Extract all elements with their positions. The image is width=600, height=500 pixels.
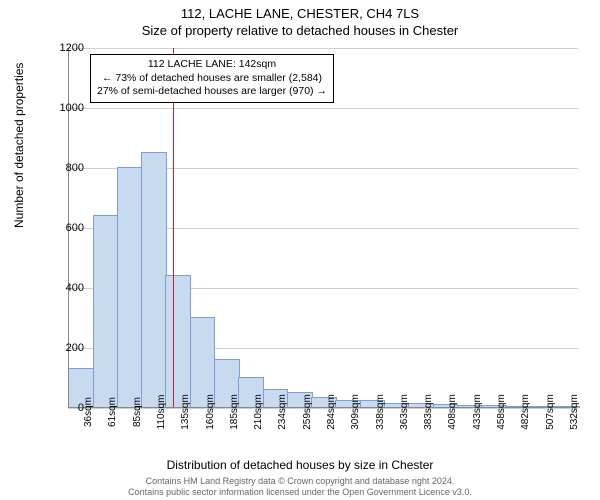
- x-tick-label: 338sqm: [375, 394, 386, 430]
- y-tick-label: 400: [44, 282, 84, 294]
- x-tick-label: 85sqm: [132, 397, 143, 427]
- x-tick-label: 363sqm: [399, 394, 410, 430]
- x-tick-label: 36sqm: [83, 397, 94, 427]
- x-tick-label: 383sqm: [423, 394, 434, 430]
- annotation-line2: ← 73% of detached houses are smaller (2,…: [97, 72, 327, 86]
- x-tick-label: 210sqm: [253, 394, 264, 430]
- x-tick-label: 185sqm: [229, 394, 240, 430]
- annotation-box: 112 LACHE LANE: 142sqm ← 73% of detached…: [90, 54, 334, 103]
- footer-line1: Contains HM Land Registry data © Crown c…: [0, 476, 600, 487]
- x-tick-label: 284sqm: [326, 394, 337, 430]
- bar: [165, 275, 191, 408]
- x-tick-label: 234sqm: [277, 394, 288, 430]
- annotation-line3: 27% of semi-detached houses are larger (…: [97, 85, 327, 99]
- footer-line2: Contains public sector information licen…: [0, 487, 600, 498]
- bar: [117, 167, 143, 408]
- x-tick-label: 532sqm: [569, 394, 580, 430]
- y-tick-label: 600: [44, 222, 84, 234]
- x-tick-label: 259sqm: [302, 394, 313, 430]
- page-subtitle: Size of property relative to detached ho…: [0, 21, 600, 38]
- footer: Contains HM Land Registry data © Crown c…: [0, 476, 600, 498]
- gridline: [68, 48, 578, 49]
- x-tick-label: 507sqm: [545, 394, 556, 430]
- x-tick-label: 135sqm: [180, 394, 191, 430]
- y-axis-label: Number of detached properties: [12, 63, 26, 228]
- y-tick-label: 1200: [44, 42, 84, 54]
- x-axis-label: Distribution of detached houses by size …: [0, 458, 600, 472]
- chart-container: 112, LACHE LANE, CHESTER, CH4 7LS Size o…: [0, 0, 600, 500]
- x-tick-label: 110sqm: [156, 395, 167, 430]
- gridline: [68, 108, 578, 109]
- x-tick-label: 408sqm: [447, 394, 458, 430]
- x-tick-label: 458sqm: [496, 394, 507, 430]
- bar: [141, 152, 167, 408]
- annotation-line1: 112 LACHE LANE: 142sqm: [97, 58, 327, 72]
- y-tick-label: 800: [44, 162, 84, 174]
- x-tick-label: 160sqm: [205, 394, 216, 430]
- page-title: 112, LACHE LANE, CHESTER, CH4 7LS: [0, 0, 600, 21]
- y-tick-label: 200: [44, 342, 84, 354]
- bar: [93, 215, 119, 408]
- x-tick-label: 433sqm: [472, 394, 483, 430]
- y-tick-label: 0: [44, 402, 84, 414]
- y-tick-label: 1000: [44, 102, 84, 114]
- x-tick-label: 482sqm: [520, 394, 531, 430]
- x-tick-label: 61sqm: [107, 397, 118, 427]
- x-tick-label: 309sqm: [350, 394, 361, 430]
